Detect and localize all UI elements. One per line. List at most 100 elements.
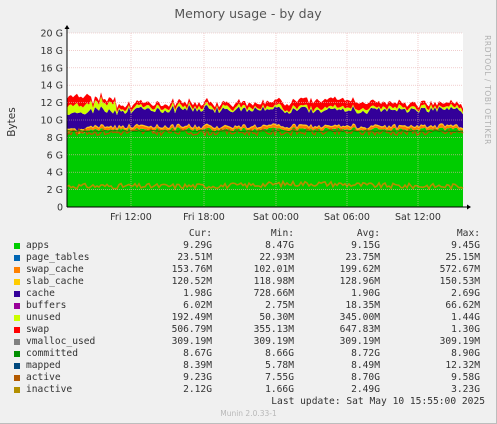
min-value: 1.66G xyxy=(265,384,294,395)
avg-value: 128.96M xyxy=(339,276,380,287)
max-value: 9.58G xyxy=(451,372,480,383)
legend-swatch xyxy=(14,315,20,321)
max-value: 3.23G xyxy=(451,384,480,395)
legend-table: Cur: Min: Avg: Max: apps 9.29G 8.47G 9.15G 9… xyxy=(12,228,488,396)
legend-row-active: active 9.23G 7.55G 8.70G 9.58G xyxy=(12,372,488,384)
legend-rows: apps 9.29G 8.47G 9.15G 9.45G page_tables 23.51… xyxy=(12,240,488,396)
min-value: 8.47G xyxy=(265,240,294,251)
x-tick-label: Fri 18:00 xyxy=(183,212,225,223)
max-value: 25.15M xyxy=(445,252,480,263)
y-axis-arrow xyxy=(64,25,70,29)
cur-value: 6.02M xyxy=(183,300,212,311)
chart-title: Memory usage - by day xyxy=(174,6,322,21)
x-tick-label: Sat 00:00 xyxy=(253,212,299,223)
series-name: mapped xyxy=(26,360,61,371)
legend-swatch xyxy=(14,339,20,345)
legend-swatch xyxy=(14,291,20,297)
col-max-header: Max: xyxy=(456,228,480,239)
legend-swatch xyxy=(14,363,20,369)
cur-value: 192.49M xyxy=(171,312,212,323)
cur-value: 1.98G xyxy=(183,288,212,299)
min-value: 2.75M xyxy=(265,300,294,311)
max-value: 8.90G xyxy=(451,348,480,359)
avg-value: 8.72G xyxy=(351,348,380,359)
legend-swatch xyxy=(14,267,20,273)
y-tick-label: 0 xyxy=(57,203,63,214)
cur-value: 9.29G xyxy=(183,240,212,251)
y-tick-label: 18 G xyxy=(41,46,63,57)
y-tick-label: 8 G xyxy=(47,133,63,144)
legend-row-apps: apps 9.29G 8.47G 9.15G 9.45G xyxy=(12,240,488,252)
series-name: active xyxy=(26,372,61,383)
swap-cache-area xyxy=(67,124,463,134)
avg-value: 8.70G xyxy=(351,372,380,383)
cur-value: 2.12G xyxy=(183,384,212,395)
rrdtool-credit: RRDTOOL / TOBI OETIKER xyxy=(483,35,492,145)
apps-area xyxy=(67,127,463,207)
series-name: swap xyxy=(26,324,50,335)
max-value: 9.45G xyxy=(451,240,480,251)
legend-row-mapped: mapped 8.39M 5.78M 8.49M 12.32M xyxy=(12,360,488,372)
min-value: 728.66M xyxy=(253,288,294,299)
legend-swatch xyxy=(14,255,20,261)
legend-row-cache: cache 1.98G 728.66M 1.90G 2.69G xyxy=(12,288,488,300)
legend-swatch xyxy=(14,243,20,249)
max-value: 12.32M xyxy=(445,360,480,371)
legend-row-page-tables: page_tables 23.51M 22.93M 23.75M 25.15M xyxy=(12,252,488,264)
series-name: cache xyxy=(26,288,55,299)
cur-value: 506.79M xyxy=(171,324,212,335)
col-cur-header: Cur: xyxy=(188,228,212,239)
cur-value: 153.76M xyxy=(171,264,212,275)
swap-area xyxy=(67,92,463,113)
inactive-line xyxy=(66,179,464,191)
cur-value: 120.52M xyxy=(171,276,212,287)
min-value: 8.66G xyxy=(265,348,294,359)
max-value: 66.62M xyxy=(445,300,480,311)
x-tick-label: Fri 12:00 xyxy=(110,212,152,223)
avg-value: 8.49M xyxy=(351,360,380,371)
x-axis-arrow xyxy=(467,204,471,210)
legend-row-vmalloc-used: vmalloc_used 309.19M 309.19M 309.19M 309.19M xyxy=(12,336,488,348)
cur-value: 8.67G xyxy=(183,348,212,359)
legend-swatch xyxy=(14,327,20,333)
plot-area: 0 2 G 4 G 6 G 8 G 10 G 12 G 14 G 16 G 18 G 20 G Fri… xyxy=(41,25,471,223)
series-name: unused xyxy=(26,312,61,323)
series-name: page_tables xyxy=(26,252,90,263)
series-name: apps xyxy=(26,240,50,251)
last-update-text: Last update: Sat May 10 15:55:00 2025 xyxy=(271,396,485,407)
series-name: vmalloc_used xyxy=(26,336,96,347)
avg-value: 647.83M xyxy=(339,324,380,335)
avg-value: 9.15G xyxy=(351,240,380,251)
max-value: 1.44G xyxy=(451,312,480,323)
max-value: 1.30G xyxy=(451,324,480,335)
series-name: buffers xyxy=(26,300,67,311)
min-value: 118.98M xyxy=(253,276,294,287)
slab-cache-area xyxy=(67,123,463,132)
legend-swatch xyxy=(14,387,20,393)
y-tick-label: 2 G xyxy=(47,185,63,196)
max-value: 572.67M xyxy=(439,264,480,275)
legend-row-swap-cache: swap_cache 153.76M 102.01M 199.62M 572.67M xyxy=(12,264,488,276)
y-tick-label: 12 G xyxy=(41,98,63,109)
munin-version: Munin 2.0.33-1 xyxy=(220,409,277,418)
unused-area xyxy=(67,96,463,116)
max-value: 2.69G xyxy=(451,288,480,299)
legend-header: Cur: Min: Avg: Max: xyxy=(12,228,488,240)
series-name: slab_cache xyxy=(26,276,84,287)
cur-value: 309.19M xyxy=(171,336,212,347)
avg-value: 2.49G xyxy=(351,384,380,395)
series-name: swap_cache xyxy=(26,264,84,275)
max-value: 150.53M xyxy=(439,276,480,287)
min-value: 309.19M xyxy=(253,336,294,347)
legend-row-unused: unused 192.49M 50.30M 345.00M 1.44G xyxy=(12,312,488,324)
legend-swatch xyxy=(14,351,20,357)
col-min-header: Min: xyxy=(270,228,294,239)
legend-row-slab-cache: slab_cache 120.52M 118.98M 128.96M 150.53M xyxy=(12,276,488,288)
avg-value: 23.75M xyxy=(345,252,380,263)
min-value: 7.55G xyxy=(265,372,294,383)
avg-value: 309.19M xyxy=(339,336,380,347)
min-value: 102.01M xyxy=(253,264,294,275)
avg-value: 1.90G xyxy=(351,288,380,299)
